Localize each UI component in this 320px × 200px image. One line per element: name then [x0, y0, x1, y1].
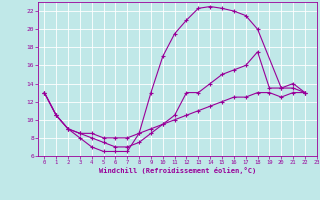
X-axis label: Windchill (Refroidissement éolien,°C): Windchill (Refroidissement éolien,°C) — [99, 167, 256, 174]
